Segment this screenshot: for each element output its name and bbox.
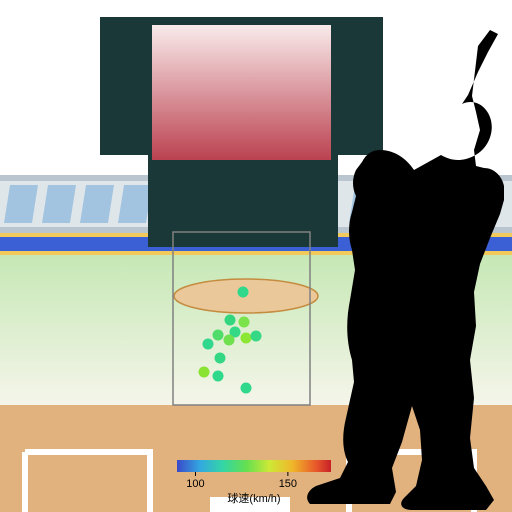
pitch-marker — [225, 315, 236, 326]
pitch-marker — [215, 353, 226, 364]
pitch-marker — [238, 287, 249, 298]
pitch-location-chart: 100 150球速(km/h) — [0, 0, 512, 512]
pitch-marker — [199, 367, 210, 378]
pitch-marker — [251, 331, 262, 342]
pitch-marker — [241, 333, 252, 344]
scoreboard-screen — [152, 25, 331, 160]
pitch-marker — [239, 317, 250, 328]
legend-tick-label: 150 — [279, 478, 297, 490]
pitch-marker — [203, 339, 214, 350]
pitch-marker — [213, 371, 224, 382]
pitch-marker — [241, 383, 252, 394]
pitch-marker — [224, 335, 235, 346]
pitch-marker — [213, 330, 224, 341]
legend-colorbar — [177, 460, 331, 472]
legend-tick-label: 100 — [186, 478, 204, 490]
legend-title: 球速(km/h) — [227, 491, 280, 505]
